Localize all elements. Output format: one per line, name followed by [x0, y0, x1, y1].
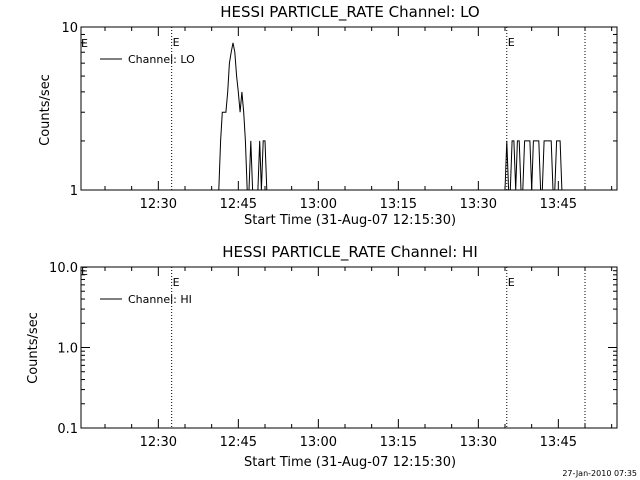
y-tick-label: 0.1	[57, 422, 78, 437]
x-tick-label: 13:45	[540, 435, 577, 450]
panel-lo: HESSI PARTICLE_RATE Channel: LO Counts/s…	[38, 3, 618, 228]
y-tick-label: 1	[70, 184, 78, 199]
panel-lo-xlabel: Start Time (31-Aug-07 12:15:30)	[244, 213, 456, 228]
x-tick-label: 13:15	[380, 435, 417, 450]
series-line	[214, 42, 568, 191]
panel-lo-title: HESSI PARTICLE_RATE Channel: LO	[220, 3, 479, 22]
x-tick-label: 13:15	[380, 197, 417, 212]
x-tick-label: 13:30	[460, 197, 497, 212]
event-marker-label: E	[173, 36, 180, 49]
x-tick-label: 13:00	[300, 197, 337, 212]
panel-hi-left-flag: E	[81, 265, 88, 278]
legend-label: Channel: LO	[128, 53, 195, 66]
y-tick-label: 10	[61, 21, 78, 36]
footer-timestamp: 27-Jan-2010 07:35	[562, 469, 637, 478]
panel-lo-left-flag: E	[81, 37, 88, 50]
x-tick-label: 12:45	[220, 435, 257, 450]
panel-hi: HESSI PARTICLE_RATE Channel: HI Counts/s…	[26, 243, 618, 470]
y-tick-label: 1.0	[57, 342, 78, 357]
panel-hi-title: HESSI PARTICLE_RATE Channel: HI	[222, 243, 478, 262]
x-tick-label: 13:45	[540, 197, 577, 212]
y-tick-label: 10.0	[49, 261, 78, 276]
panel-hi-ylabel: Counts/sec	[26, 312, 41, 384]
panel-lo-plot-area: E E 1 10 12:30 12:45 13:00 13:15 13:30 13:45 Chann…	[61, 21, 618, 212]
legend-label: Channel: HI	[128, 293, 192, 306]
panel-lo-ylabel: Counts/sec	[38, 74, 53, 146]
x-tick-label: 12:45	[220, 197, 257, 212]
x-tick-label: 13:00	[300, 435, 337, 450]
panel-hi-xlabel: Start Time (31-Aug-07 12:15:30)	[244, 455, 456, 470]
x-tick-label: 12:30	[140, 197, 177, 212]
event-marker-label: E	[508, 276, 515, 289]
x-tick-label: 12:30	[140, 435, 177, 450]
panel-hi-plot-area: E E 0.1 1.0 10.0 12:30 12:45 13:00 13:15 13:30 13:…	[49, 261, 618, 450]
event-marker-label: E	[508, 36, 515, 49]
event-marker-label: E	[173, 276, 180, 289]
x-tick-label: 13:30	[460, 435, 497, 450]
